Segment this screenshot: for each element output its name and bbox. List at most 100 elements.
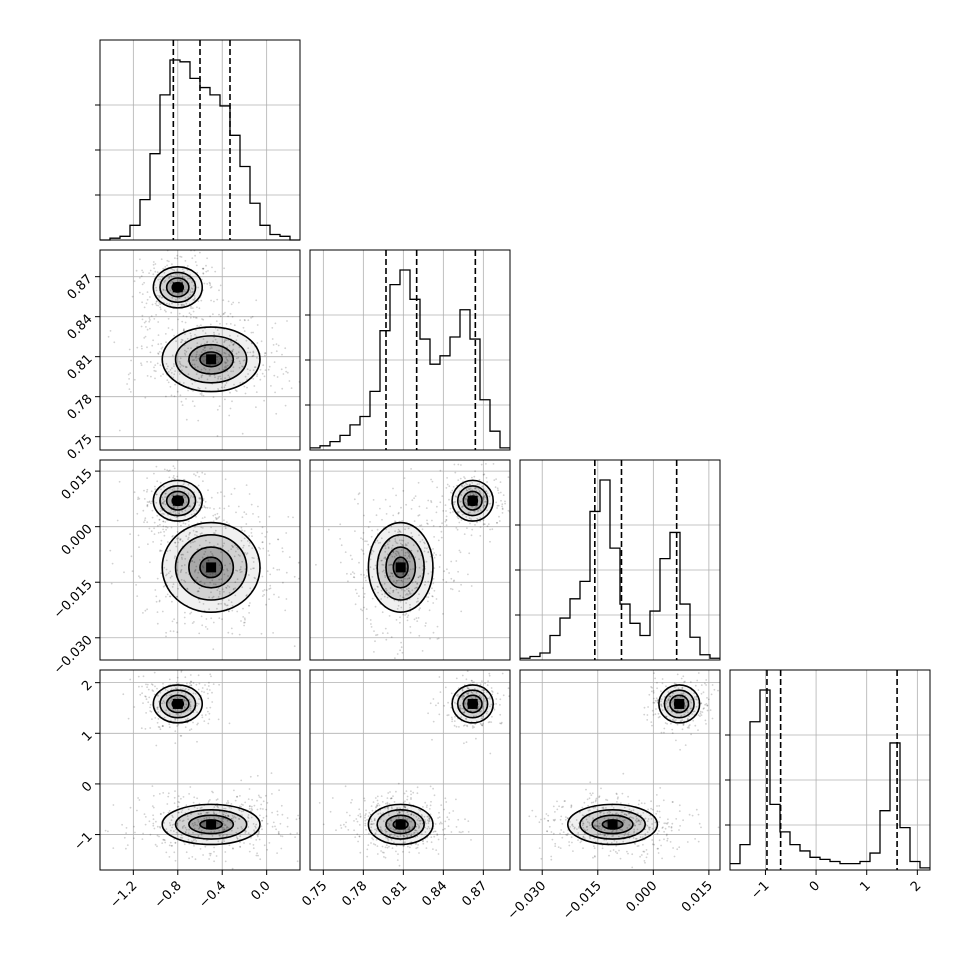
sample-point [451,489,454,492]
sample-point [209,315,212,318]
sample-point [174,541,177,544]
sample-point [245,595,248,597]
sample-point [214,270,217,273]
sample-point [235,339,238,342]
sample-point [177,691,179,694]
sample-point [368,811,371,814]
sample-point [690,698,693,701]
sample-point [431,595,434,597]
sample-point [383,595,386,598]
sample-point [192,496,195,499]
sample-point [444,797,447,800]
sample-point [216,349,218,352]
sample-point [215,799,218,801]
sample-point [220,491,222,494]
sample-point [339,561,342,564]
sample-point [460,519,463,521]
sample-point [453,579,455,582]
sample-point [471,727,474,729]
sample-point [252,844,255,846]
sample-point [408,851,411,854]
y-tick-label: −0.015 [51,577,96,622]
sample-point [486,509,488,512]
sample-point [417,576,420,579]
sample-point [153,533,156,535]
sample-point [170,575,173,578]
sample-point [617,796,619,799]
sample-point [193,827,196,830]
density-peak [206,354,217,365]
sample-point [416,620,419,622]
sample-point [271,793,273,795]
sample-point [418,558,420,561]
sample-point [262,547,265,550]
sample-point [660,704,663,707]
sample-point [363,606,365,609]
sample-point [258,796,261,798]
sample-point [609,850,612,852]
sample-point [636,820,639,823]
sample-point [168,822,171,824]
sample-point [468,483,471,486]
sample-point [464,703,467,705]
sample-point [197,548,199,551]
sample-point [420,819,422,822]
sample-point [162,498,165,501]
sample-point [580,840,583,842]
sample-point [196,702,199,705]
sample-point [228,806,231,809]
sample-point [222,814,225,816]
sample-point [253,567,255,570]
sample-point [158,600,161,603]
sample-point [199,497,202,500]
sample-point [228,354,231,357]
sample-point [557,846,560,848]
sample-point [405,594,407,596]
sample-point [403,792,406,795]
sample-point [695,705,698,708]
sample-point [400,506,402,509]
sample-point [261,541,264,544]
sample-point [152,541,155,543]
sample-point [257,854,259,857]
sample-point [562,805,564,808]
sample-point [184,831,187,833]
sample-point [278,568,281,571]
sample-point [170,372,173,374]
sample-point [693,692,695,695]
sample-point [223,602,226,605]
sample-point [176,595,179,598]
sample-point [162,502,164,504]
sample-point [563,800,566,802]
sample-point [251,556,254,559]
sample-point [436,625,439,628]
sample-point [419,822,422,825]
sample-point [432,631,435,634]
sample-point [229,323,232,325]
sample-point [670,722,672,725]
sample-point [396,542,399,545]
sample-point [391,572,393,575]
sample-point [582,822,584,825]
sample-point [581,820,584,822]
sample-point [348,814,351,817]
sample-point [208,712,211,715]
sample-point [681,687,684,690]
sample-point [238,301,240,304]
sample-point [209,799,211,801]
sample-point [424,801,427,804]
sample-point [163,530,166,533]
sample-point [227,800,229,802]
sample-point [410,549,413,552]
sample-point [138,685,140,688]
sample-point [209,282,212,285]
sample-point [350,801,352,804]
sample-point [202,338,205,340]
sample-point [384,550,387,553]
sample-point [695,695,698,698]
sample-point [691,713,693,715]
sample-point [385,638,388,641]
sample-point [592,807,595,809]
sample-point [224,361,226,364]
sample-point [184,340,187,343]
